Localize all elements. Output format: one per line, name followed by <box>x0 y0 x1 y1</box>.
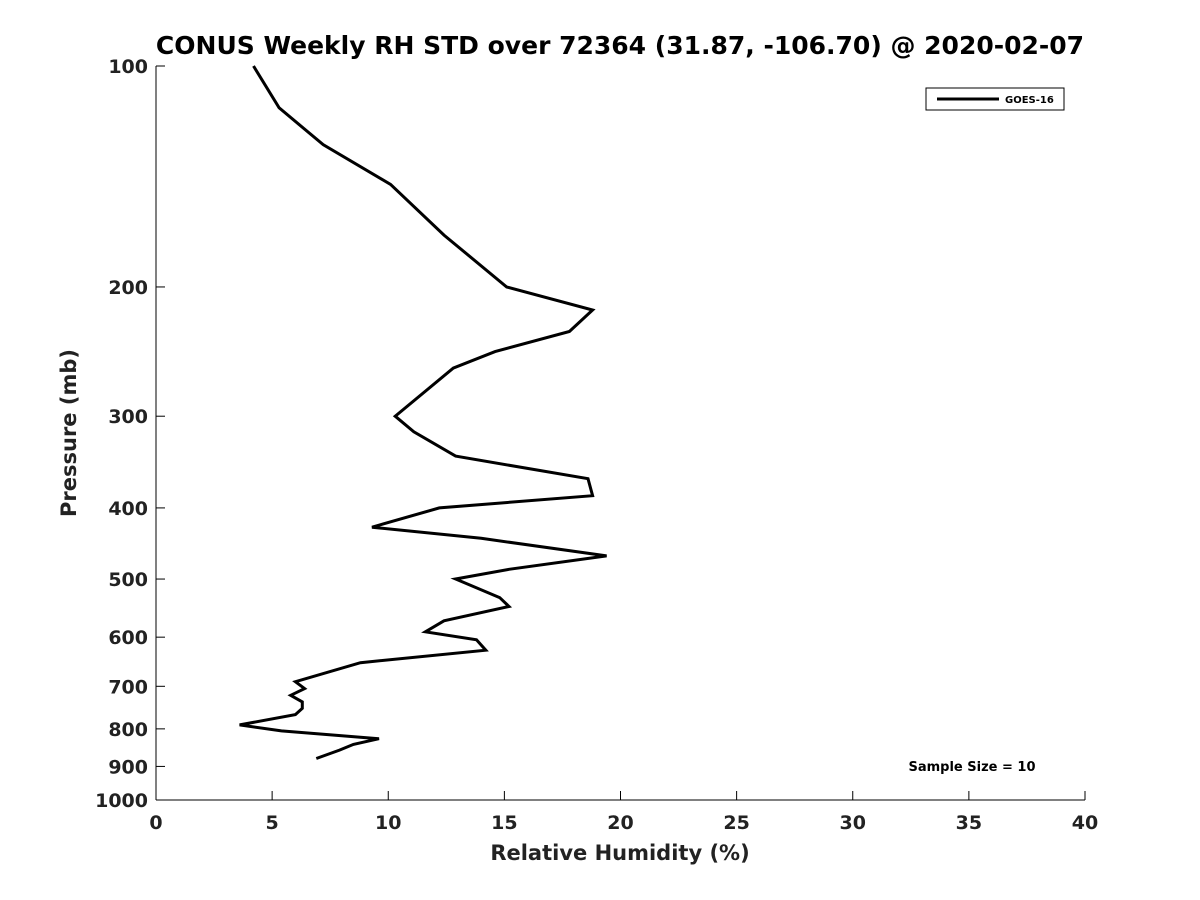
x-tick-label: 0 <box>149 812 162 834</box>
x-tick-label: 25 <box>723 812 749 834</box>
x-axis-label: Relative Humidity (%) <box>490 841 749 865</box>
y-tick-label: 500 <box>108 569 148 591</box>
x-tick-label: 10 <box>375 812 401 834</box>
ticks: 0 5 10 15 20 25 30 35 40 100 200 300 400 500 600 700 800… <box>95 56 1098 834</box>
y-tick-label: 200 <box>108 277 148 299</box>
axes <box>155 66 1085 801</box>
x-tick-label: 30 <box>840 812 866 834</box>
y-tick-label: 1000 <box>95 790 148 812</box>
legend-label-goes-16: GOES-16 <box>1005 95 1054 106</box>
y-tick-label: 100 <box>108 56 148 78</box>
sample-size-annotation: Sample Size = 10 <box>908 760 1035 775</box>
x-tick-label: 40 <box>1072 812 1098 834</box>
x-tick-label: 35 <box>956 812 982 834</box>
series-layer <box>239 65 607 760</box>
y-tick-label: 800 <box>108 719 148 741</box>
y-tick-label: 300 <box>108 406 148 428</box>
x-tick-label: 5 <box>266 812 279 834</box>
y-tick-label: 600 <box>108 627 148 649</box>
chart-title: CONUS Weekly RH STD over 72364 (31.87, -… <box>156 31 1084 60</box>
x-tick-label: 20 <box>607 812 633 834</box>
y-axis-label: Pressure (mb) <box>57 349 81 517</box>
y-tick-label: 400 <box>108 498 148 520</box>
series-line-goes-16 <box>239 65 607 760</box>
x-tick-label: 15 <box>491 812 517 834</box>
legend: GOES-16 <box>925 87 1065 111</box>
y-tick-label: 700 <box>108 676 148 698</box>
y-tick-label: 900 <box>108 756 148 778</box>
